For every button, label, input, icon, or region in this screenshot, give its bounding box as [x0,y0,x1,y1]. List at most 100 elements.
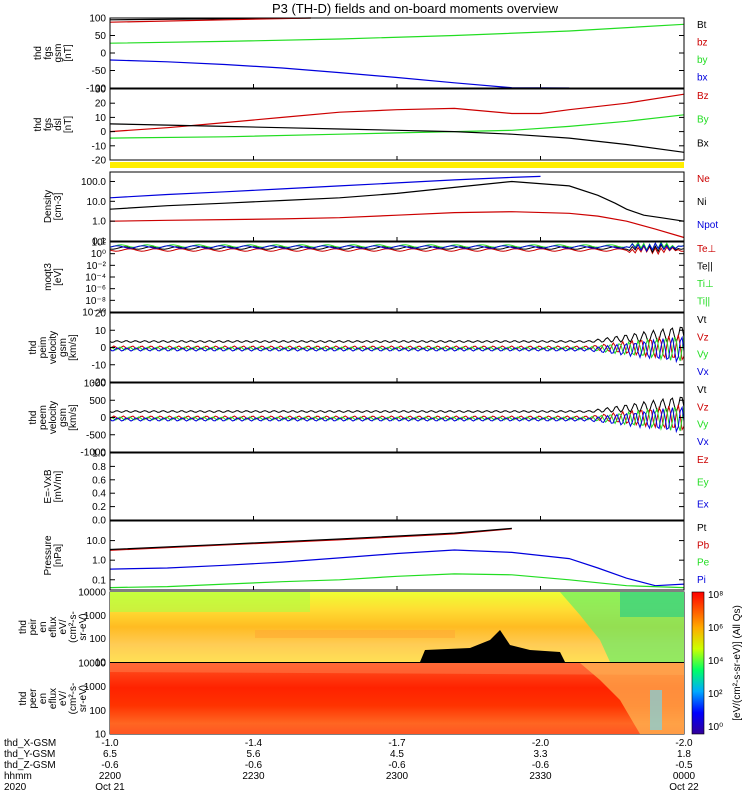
series-bz [109,93,685,133]
y-axis-label: [eV] [53,268,64,286]
series-by [109,23,685,44]
axis-row-value: -0.6 [532,760,550,771]
axis-row-value: -1.4 [245,738,263,749]
y-tick-label: 0.4 [92,489,106,500]
panel-efield: 1.0 0.8 0.6 0.4 0.2 0.0 E=-VxB [mV/m] Ez Ey Ex [43,449,709,527]
axis-row-value: -2.0 [675,738,693,749]
series-npot [109,175,541,199]
y-axis-label: eV/ [58,619,69,634]
y-tick-label: 10000 [78,588,106,599]
y-tick-label: 10000 [78,659,106,670]
y-tick-label: 30 [95,85,107,96]
y-axis-label: Pressure [43,535,54,575]
y-tick-label: 1000 [84,682,107,693]
series-bx [109,59,570,89]
panel-fgs_gsm: 100 50 0 -50 -100 thd fgs gsm [nT] Bt bz by bx [33,14,708,95]
y-tick-label: 10.0 [87,197,107,208]
series-vt [109,396,685,414]
y-axis-label: peir [28,618,39,635]
y-axis-label: thd [18,620,29,634]
legend-teperp: Te⊥ [697,244,716,255]
y-axis-label: (cm²-s- [68,683,79,715]
axis-row-label: thd_Y-GSM [4,749,55,760]
y-axis-label: [nT] [63,116,74,133]
y-tick-label: 0.1 [92,575,106,586]
legend-pb: Pb [697,540,710,551]
axis-row-value: 4.5 [390,749,404,760]
panel-frame [109,241,685,313]
legend-ey: Ey [697,477,709,488]
y-tick-label: 10⁻⁶ [85,284,106,295]
y-tick-label: 0 [100,49,106,60]
y-axis-label: peim [38,337,49,359]
colorbar-tick: 10⁸ [708,590,723,601]
legend-bx: Bx [697,138,709,149]
series-vx [109,335,685,364]
legend-vx: Vx [697,437,709,448]
colorbar-tick: 10⁰ [708,722,723,733]
y-tick-label: 50 [95,31,107,42]
axis-row-value: -0.6 [245,760,263,771]
legend-vy: Vy [697,420,708,431]
y-axis-label: gsm [53,44,64,63]
y-tick-label: -50 [92,66,107,77]
series-teperp [109,244,684,256]
legend-ez: Ez [697,455,709,466]
y-tick-label: 10.0 [87,536,107,547]
y-tick-label: 1000 [84,379,107,390]
y-axis-label: fgs [43,118,54,131]
panel-peim_velocity: 20 10 0 -10 -20 thd peim velocity gsm [km/s] Vt Vz V… [28,309,709,389]
y-tick-label: 100 [89,706,106,717]
series-by [109,114,685,139]
date-label: Oct 22 [669,782,699,793]
series-pe [109,573,685,589]
y-tick-label: 100 [89,634,106,645]
axis-row-label: thd_X-GSM [4,738,56,749]
y-tick-label: -20 [92,378,107,389]
colorbar: 10⁸ 10⁶ 10⁴ 10² 10⁰ [eV/(cm²-s-sr-eV)] (… [691,590,743,735]
y-axis-label: Density [43,190,54,223]
y-tick-label: -10 [92,360,107,371]
y-axis-label: moqt3 [43,263,54,291]
y-axis-label: [mV/m] [53,470,64,502]
y-tick-label: 1000 [84,611,107,622]
legend-npot: Npot [697,220,718,231]
colorbar-tick: 10² [708,689,723,700]
y-axis-label: [nT] [63,44,74,61]
colorbar-label: [eV/(cm²-s-sr-eV)] (All Qs) [732,605,743,721]
legend-pi: Pi [697,575,706,586]
y-tick-label: -1000 [80,448,106,459]
legend-ni: Ni [697,197,706,208]
legend-vy: Vy [697,350,708,361]
y-axis-label: thd [28,341,39,355]
y-axis-label: sr-eV) [78,685,89,712]
panel-frame [109,520,685,591]
legend-bx: bx [697,73,708,84]
y-tick-label: 10² [92,238,107,249]
panel-fgs_dsl: 30 20 10 0 -10 -20 thd fgs dsl [nT] Bz By Bx [33,85,709,167]
y-tick-label: 10 [95,326,107,337]
legend-by: by [697,55,708,66]
axis-row-value: 2300 [386,771,409,782]
panel-pressure: 10.0 1.0 0.1 Pressure [nPa] Pt Pb Pe Pi [43,520,710,591]
axis-row-value: -1.0 [101,738,119,749]
y-tick-label: 0 [100,343,106,354]
series-vt [109,326,685,344]
y-tick-label: -20 [92,156,107,167]
figure-title: P3 (TH-D) fields and on-board moments ov… [272,1,559,16]
y-tick-label: 1.0 [92,217,106,228]
axis-row-value: 2230 [242,771,265,782]
y-axis-label: peem [38,405,49,430]
series-bx [109,123,685,153]
axis-row-value: 6.5 [103,749,117,760]
y-axis-label: eflux [48,688,59,709]
panel-frame [109,452,685,521]
y-tick-label: 0.0 [92,516,106,527]
y-axis-label: velocity [48,401,59,434]
legend-vz: Vz [697,402,709,413]
y-axis-label: thd [33,46,44,60]
y-tick-label: 10 [95,658,107,669]
y-axis-label: sr-eV) [78,613,89,640]
